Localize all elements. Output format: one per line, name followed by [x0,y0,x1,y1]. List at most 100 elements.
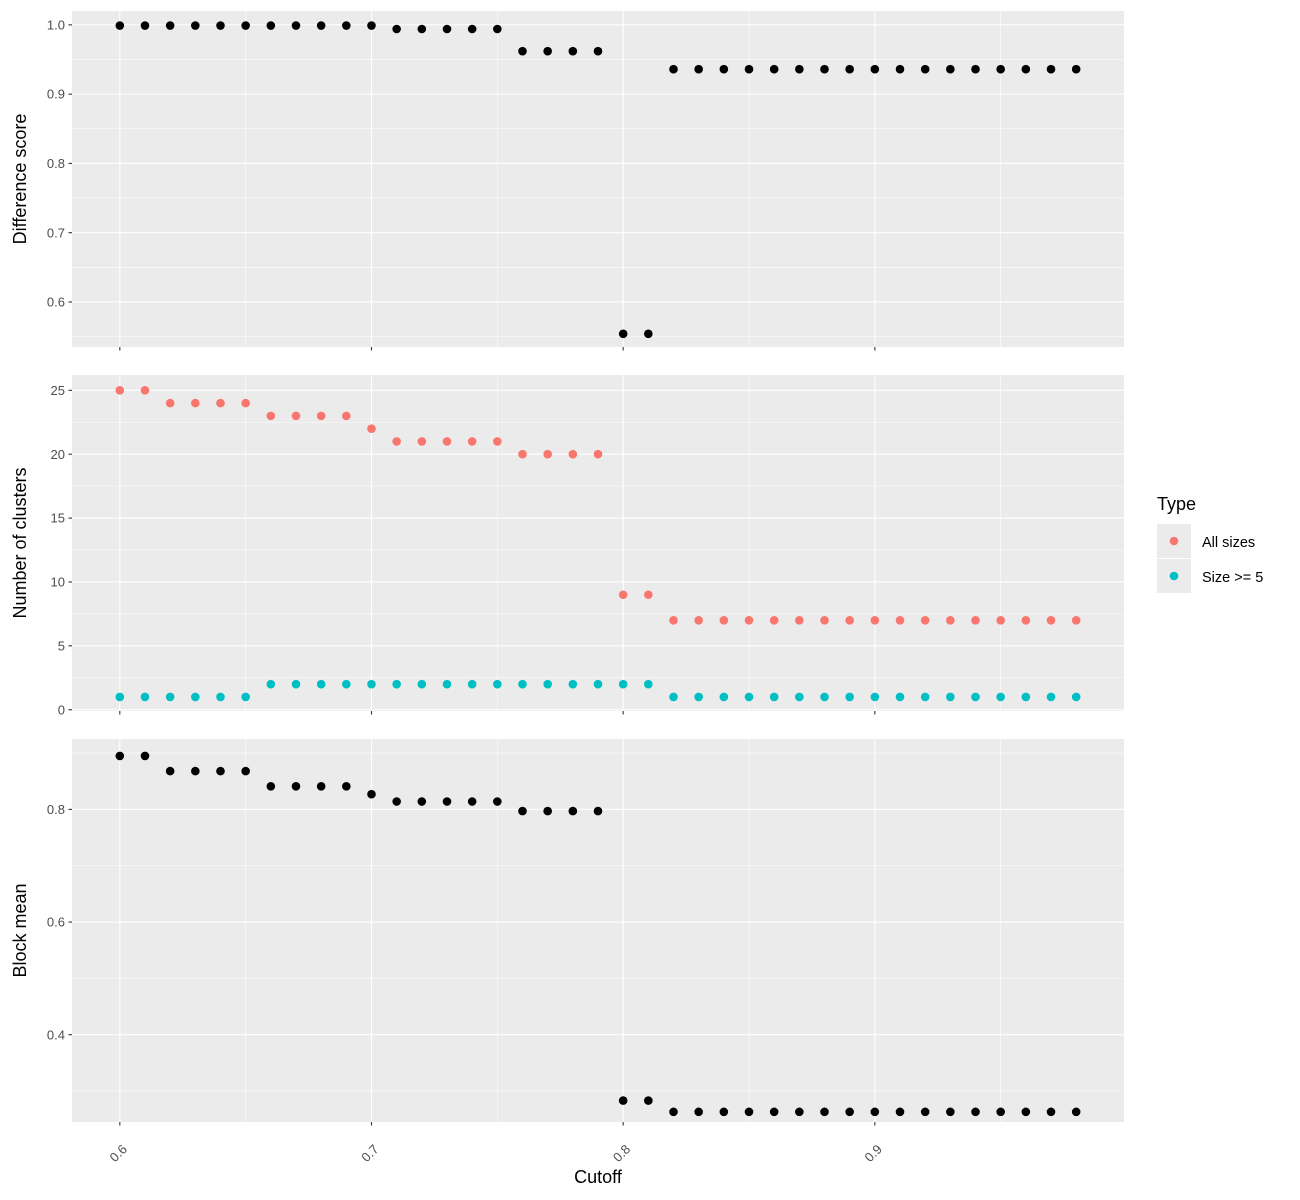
data-point [241,766,250,776]
data-point [165,398,175,408]
data-point [216,766,225,776]
data-point [115,386,125,395]
data-point [1071,692,1081,702]
panel-block: 0.4 0.6 0.8 Block mean 0.6 0.7 0.8 0.9 [10,739,1124,1165]
data-point [467,797,477,806]
data-point [795,692,804,702]
data-point [191,21,200,30]
data-point [618,1096,628,1105]
data-point [618,679,628,689]
data-point [1046,692,1056,702]
data-point [543,679,552,689]
data-point [191,766,200,776]
data-point [493,24,502,34]
data-point [895,692,905,702]
data-point [316,21,326,30]
data-point [417,679,427,689]
data-point [518,46,527,56]
data-point [493,797,502,806]
data-point [694,692,703,702]
data-point [417,24,427,34]
data-point [719,64,729,74]
data-point [795,64,804,74]
data-point [946,615,955,625]
x-tick-label: 0.7 [358,1142,381,1165]
data-point [1021,615,1031,625]
legend: Type All sizes Size >= 5 [1157,494,1263,593]
data-point [493,679,502,689]
data-point [920,1107,930,1117]
data-point [996,1107,1005,1117]
data-point [769,692,779,702]
data-point [467,679,477,689]
data-point [342,411,351,421]
data-point [442,797,452,806]
series-values [115,751,1081,1117]
data-point [417,797,427,806]
data-point [694,615,703,625]
data-point [140,386,150,395]
x-tick-label: 0.6 [107,1142,130,1165]
data-point [241,398,250,408]
data-point [644,679,653,689]
y-tick-label: 20 [51,447,65,462]
panel-background [72,375,1124,711]
data-point [870,615,880,625]
data-point [367,424,376,433]
y-tick-label: 0.7 [47,225,65,240]
data-point [266,782,276,791]
series-all-sizes [115,386,1081,625]
data-point [920,692,930,702]
data-point [493,437,502,446]
y-tick-label: 0.6 [47,915,65,930]
data-point [1046,615,1056,625]
y-tick-label: 10 [51,575,65,590]
data-point [996,64,1005,74]
data-point [467,24,477,34]
data-point [392,24,401,34]
data-point [644,1096,653,1105]
panel-background [72,739,1124,1122]
data-point [568,806,578,816]
data-point [165,692,175,702]
y-tick-label: 25 [51,383,65,398]
data-point [367,789,376,799]
data-point [644,329,653,339]
y-tick-label: 0.4 [47,1027,65,1042]
data-point [417,437,427,446]
data-point [342,21,351,30]
data-point [241,21,250,30]
data-point [165,766,175,776]
data-point [895,1107,905,1117]
data-point [266,21,276,30]
data-point [518,449,527,459]
data-point [316,782,326,791]
data-point [845,692,854,702]
y-tick-label: 15 [51,511,65,526]
data-point [266,679,276,689]
data-point [342,782,351,791]
data-point [920,615,930,625]
data-point [140,692,150,702]
data-point [115,692,125,702]
data-point [568,46,578,56]
data-point [895,615,905,625]
data-point [191,692,200,702]
data-point [165,21,175,30]
chart-panels: 0.6 0.7 0.8 0.9 1.0 Difference score 0 5 10 15 20 2… [10,11,1124,1165]
data-point [669,64,678,74]
y-tick-label: 0 [58,702,65,717]
data-point [971,1107,980,1117]
data-point [719,692,729,702]
data-point [744,1107,754,1117]
data-point [216,21,225,30]
data-point [971,64,980,74]
y-axis-title: Block mean [10,883,30,977]
data-point [593,806,603,816]
data-point [140,21,150,30]
data-point [442,679,452,689]
data-point [870,1107,880,1117]
data-point [719,1107,729,1117]
data-point [115,751,125,761]
